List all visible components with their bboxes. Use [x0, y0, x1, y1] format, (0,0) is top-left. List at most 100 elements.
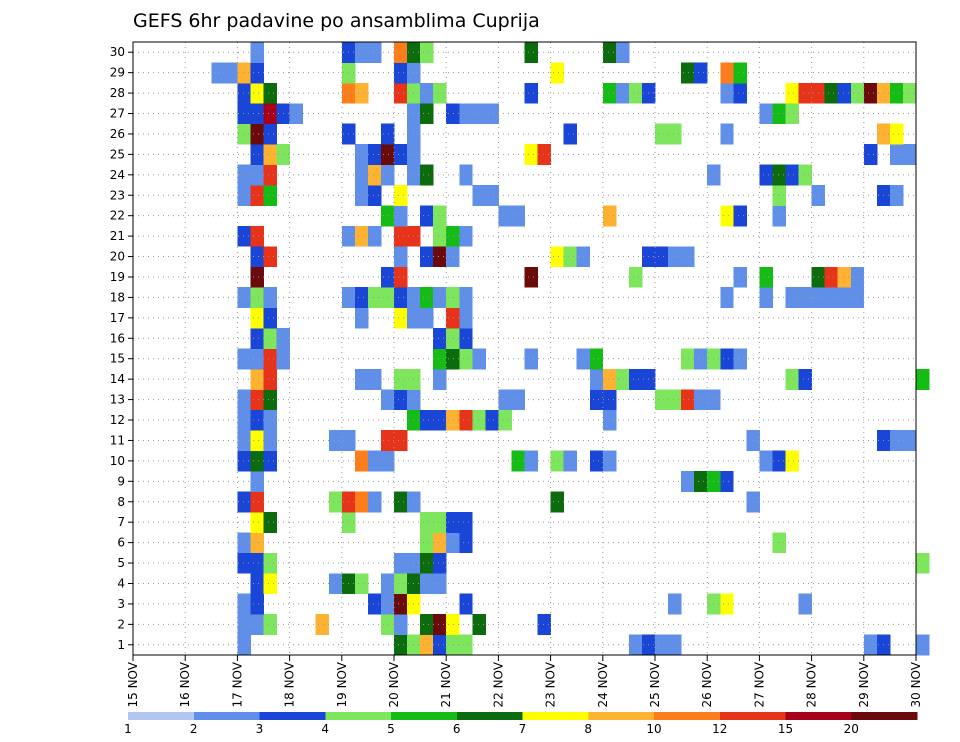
- heatmap-cell: [472, 185, 486, 206]
- legend-label: 15: [778, 722, 793, 736]
- heatmap-cell: [237, 62, 251, 84]
- heatmap-cell: [668, 123, 682, 145]
- heatmap-cell: [367, 144, 382, 165]
- heatmap-cell: [589, 389, 604, 411]
- heatmap-cell: [524, 42, 538, 63]
- heatmap-cell: [394, 573, 408, 595]
- heatmap-cell: [433, 225, 447, 247]
- heatmap-cell: [916, 634, 930, 656]
- heatmap-cell: [681, 471, 695, 492]
- legend-swatch: [325, 712, 392, 720]
- heatmap-cell: [250, 614, 264, 635]
- heatmap-cell: [420, 552, 434, 574]
- heatmap-cell: [394, 144, 408, 165]
- heatmap-cell: [354, 82, 369, 104]
- heatmap-cell: [250, 287, 264, 309]
- heatmap-cell: [250, 348, 264, 370]
- heatmap-cell: [367, 287, 382, 309]
- heatmap-cell: [250, 103, 264, 125]
- heatmap-cell: [720, 287, 734, 309]
- heatmap-cell: [394, 205, 408, 227]
- heatmap-cell: [237, 185, 251, 206]
- y-tick-label: 17: [110, 311, 125, 325]
- heatmap-cell: [354, 185, 369, 206]
- heatmap-cell: [759, 103, 773, 125]
- x-tick-label: 17 NOV: [230, 661, 244, 707]
- heatmap-cell: [524, 266, 538, 288]
- heatmap-cell: [602, 82, 617, 104]
- heatmap-cell: [785, 450, 799, 472]
- heatmap-cell: [394, 614, 408, 635]
- heatmap-cell: [237, 389, 251, 411]
- heatmap-cell: [250, 532, 264, 554]
- heatmap-cell: [394, 42, 408, 63]
- heatmap-cell: [394, 634, 408, 656]
- heatmap-cell: [263, 614, 277, 635]
- y-tick-label: 23: [110, 188, 125, 202]
- x-tick-label: 29 NOV: [857, 661, 871, 707]
- heatmap-cell: [785, 368, 799, 390]
- heatmap-cell: [433, 634, 447, 656]
- y-tick-label: 12: [110, 413, 125, 427]
- heatmap-cell: [250, 82, 264, 104]
- heatmap-cell: [720, 348, 734, 370]
- y-tick-label: 3: [117, 597, 125, 611]
- heatmap-cell: [446, 103, 460, 125]
- legend-label: 20: [844, 722, 859, 736]
- heatmap-cell: [472, 614, 486, 635]
- heatmap-cell: [889, 123, 904, 145]
- heatmap-cell: [394, 491, 408, 513]
- heatmap-cell: [263, 450, 277, 472]
- heatmap-cell: [394, 552, 408, 574]
- heatmap-cell: [380, 144, 395, 165]
- heatmap-cell: [628, 368, 643, 390]
- heatmap-cell: [459, 103, 473, 125]
- y-tick-label: 13: [110, 393, 125, 407]
- heatmap-cell: [720, 593, 734, 615]
- heatmap-cell: [250, 164, 264, 186]
- heatmap-cell: [446, 246, 460, 268]
- heatmap-cell: [354, 573, 369, 595]
- x-tick-label: 21 NOV: [439, 661, 453, 707]
- heatmap-cell: [380, 573, 395, 595]
- heatmap-cell: [720, 471, 734, 492]
- heatmap-cell: [615, 82, 630, 104]
- heatmap-cell: [237, 287, 251, 309]
- grid-lines: [133, 42, 916, 655]
- heatmap-cell: [433, 573, 447, 595]
- legend-swatch: [785, 712, 852, 720]
- heatmap-cell: [263, 573, 277, 595]
- legend-swatch: [193, 712, 260, 720]
- heatmap-cell: [485, 409, 499, 431]
- heatmap-cell: [354, 225, 369, 247]
- y-tick-label: 30: [110, 45, 125, 59]
- heatmap-cell: [420, 164, 434, 186]
- x-tick-label: 15 NOV: [126, 661, 140, 707]
- heatmap-cell: [446, 634, 460, 656]
- heatmap-cell: [263, 552, 277, 574]
- heatmap-cell: [668, 246, 682, 268]
- y-tick-label: 29: [110, 66, 125, 80]
- heatmap-cell: [589, 348, 604, 370]
- heatmap-cell: [563, 450, 578, 472]
- heatmap-cell: [263, 409, 277, 431]
- heatmap-cell: [889, 82, 904, 104]
- y-tick-label: 8: [117, 495, 125, 509]
- heatmap-cell: [367, 225, 382, 247]
- heatmap-cell: [367, 368, 382, 390]
- heatmap-cell: [354, 287, 369, 309]
- x-tick-label: 22 NOV: [491, 661, 505, 707]
- heatmap-cell: [250, 491, 264, 513]
- heatmap-cell: [733, 348, 747, 370]
- heatmap-cell: [433, 409, 447, 431]
- heatmap-cell: [772, 205, 786, 227]
- heatmap-cell: [237, 552, 251, 574]
- y-tick-label: 7: [117, 515, 125, 529]
- heatmap-cell: [785, 103, 799, 125]
- heatmap-cell: [824, 266, 839, 288]
- heatmap-cell: [498, 389, 512, 411]
- heatmap-cell: [459, 225, 473, 247]
- heatmap-cell: [394, 246, 408, 268]
- heatmap-cell: [263, 82, 277, 104]
- heatmap-cell: [433, 532, 447, 554]
